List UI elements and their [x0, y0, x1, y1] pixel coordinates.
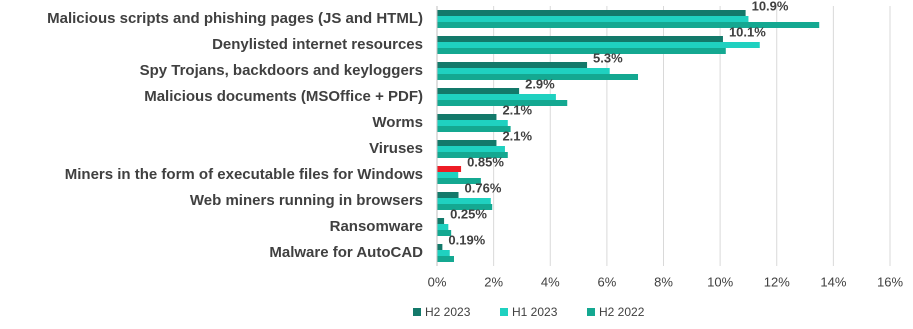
- value-label: 2.9%: [525, 76, 555, 91]
- bar: [437, 166, 462, 172]
- bar: [437, 178, 481, 184]
- bar: [437, 16, 749, 22]
- bar: [437, 152, 508, 158]
- bar: [437, 74, 639, 80]
- x-tick-label: 0%: [428, 274, 447, 289]
- x-tick-label: 14%: [820, 274, 846, 289]
- category-label: Web miners running in browsers: [190, 192, 423, 209]
- bar: [437, 42, 760, 48]
- bar: [437, 126, 511, 132]
- x-tick-label: 10%: [707, 274, 733, 289]
- bar: [437, 62, 588, 68]
- bar: [437, 244, 443, 250]
- category-label: Malicious documents (MSOffice + PDF): [144, 88, 423, 105]
- bar: [437, 256, 454, 262]
- value-label: 2.1%: [502, 102, 532, 117]
- category-label: Viruses: [369, 140, 423, 157]
- legend-label: H1 2023: [512, 305, 558, 319]
- category-label: Malware for AutoCAD: [269, 244, 423, 261]
- bar: [437, 120, 508, 126]
- legend-swatch: [587, 308, 595, 316]
- bar: [437, 204, 493, 210]
- category-label: Ransomware: [330, 218, 423, 235]
- value-label: 0.25%: [450, 206, 487, 221]
- category-label: Denylisted internet resources: [212, 36, 423, 53]
- bar: [437, 22, 820, 28]
- bar: [437, 218, 445, 224]
- category-label: Spy Trojans, backdoors and keyloggers: [140, 62, 423, 79]
- value-label: 10.1%: [729, 24, 766, 39]
- x-tick-label: 2%: [484, 274, 503, 289]
- bar: [437, 172, 459, 178]
- category-label: Miners in the form of executable files f…: [65, 166, 423, 183]
- value-label: 0.19%: [448, 232, 485, 247]
- bar: [437, 36, 723, 42]
- x-tick-label: 16%: [877, 274, 903, 289]
- value-label: 0.85%: [467, 154, 504, 169]
- x-tick-label: 4%: [541, 274, 560, 289]
- bar: [437, 94, 556, 100]
- bar: [437, 198, 491, 204]
- bar: [437, 68, 610, 74]
- legend-label: H2 2023: [425, 305, 471, 319]
- bar: [437, 88, 520, 94]
- legend-swatch: [500, 308, 508, 316]
- category-label: Worms: [372, 114, 423, 131]
- value-label: 0.76%: [465, 180, 502, 195]
- bar: [437, 250, 450, 256]
- bar: [437, 140, 497, 146]
- value-label: 10.9%: [752, 0, 789, 13]
- bar: [437, 224, 449, 230]
- bar: [437, 100, 568, 106]
- bar: [437, 114, 497, 120]
- bar: [437, 10, 746, 16]
- category-label: Malicious scripts and phishing pages (JS…: [47, 10, 423, 27]
- x-tick-label: 6%: [597, 274, 616, 289]
- bar: [437, 48, 726, 54]
- x-tick-label: 8%: [654, 274, 673, 289]
- bar: [437, 146, 505, 152]
- bar: [437, 192, 459, 198]
- x-tick-label: 12%: [764, 274, 790, 289]
- value-label: 2.1%: [502, 128, 532, 143]
- bar: [437, 230, 452, 236]
- legend-swatch: [413, 308, 421, 316]
- value-label: 5.3%: [593, 50, 623, 65]
- legend-label: H2 2022: [599, 305, 645, 319]
